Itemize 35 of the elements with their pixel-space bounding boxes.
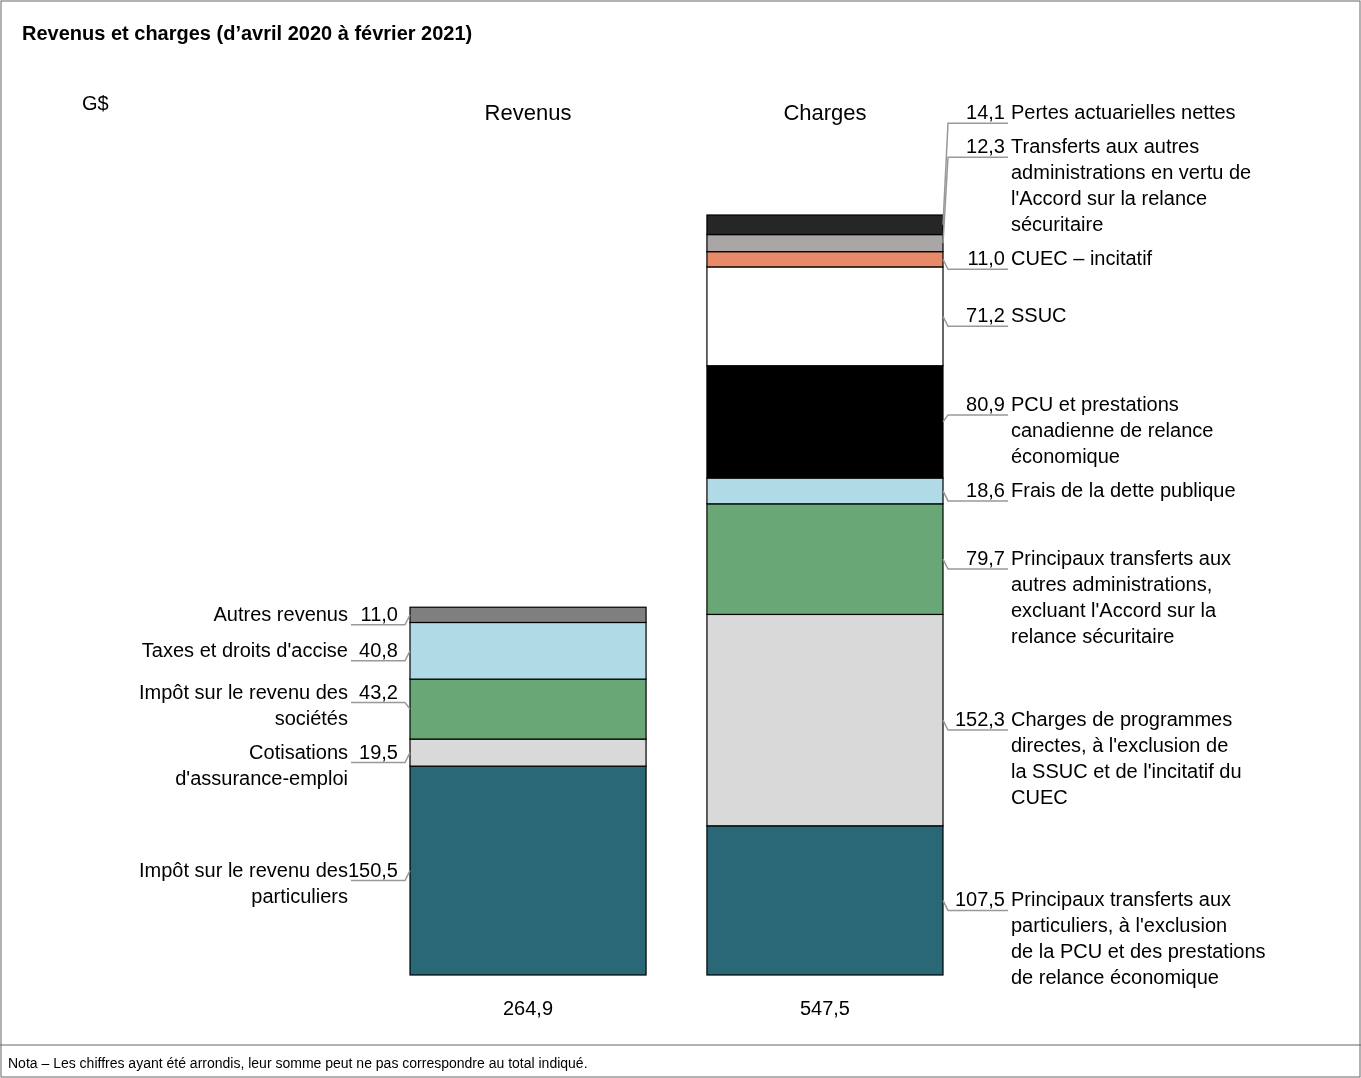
data-label: 80,9 [966,392,1005,415]
text: Principaux transferts aux particuliers, à l'exclusion de la PCU et des prestations de relance économique [1011,888,1266,989]
data-label: 79,7 [966,547,1005,570]
text: G$ [82,92,109,114]
data-label: 107,5 [954,888,1005,911]
data-label: 12,3 [966,135,1005,158]
text: Impôt sur le revenu des sociétés [139,680,348,729]
text: Pertes actuarielles nettes [1011,101,1236,124]
data-label: 19,5 [359,740,398,763]
text: Principaux transferts aux autres administrations, excluant l'Accord sur la relance sécuritaire [1011,547,1232,648]
data-label: 40,8 [359,638,398,661]
text: Frais de la dette publique [1011,478,1236,501]
total-label: 547,5 [799,997,850,1019]
data-label: 11,0 [360,602,398,625]
text: Charges de programmes directes, à l'exclusion de la SSUC et de l'incitatif du CUEC [1011,708,1242,809]
text: SSUC [1011,304,1067,327]
text: CUEC – incitatif [1011,247,1153,270]
total-label: 264,9 [503,997,554,1019]
text: Transferts aux autres administrations en vertu de l'Accord sur la relance sécuritaire [1011,135,1252,236]
data-label: 71,2 [966,304,1005,327]
text: Impôt sur le revenu des particuliers [139,858,348,907]
data-label: 18,6 [966,478,1005,501]
data-label: 152,3 [954,708,1005,731]
text: Nota – Les chiffres ayant été arrondis, leur somme peut ne pas correspondre au total indiqué. [8,1055,588,1071]
text: Taxes et droits d'accise [141,638,348,661]
x-tick-label: Revenus [484,100,572,125]
text: Cotisations d'assurance-emploi [175,740,348,789]
data-label: 150,5 [347,858,398,881]
data-label: 11,0 [967,247,1005,270]
data-label: 14,1 [966,101,1005,124]
text: PCU et prestations canadienne de relance économique [1011,392,1214,467]
chart-title: Revenus et charges (d’avril 2020 à février 2021) [22,22,473,44]
data-label: 43,2 [359,680,398,703]
x-tick-label: Charges [783,100,867,125]
text: Autres revenus [213,602,348,625]
